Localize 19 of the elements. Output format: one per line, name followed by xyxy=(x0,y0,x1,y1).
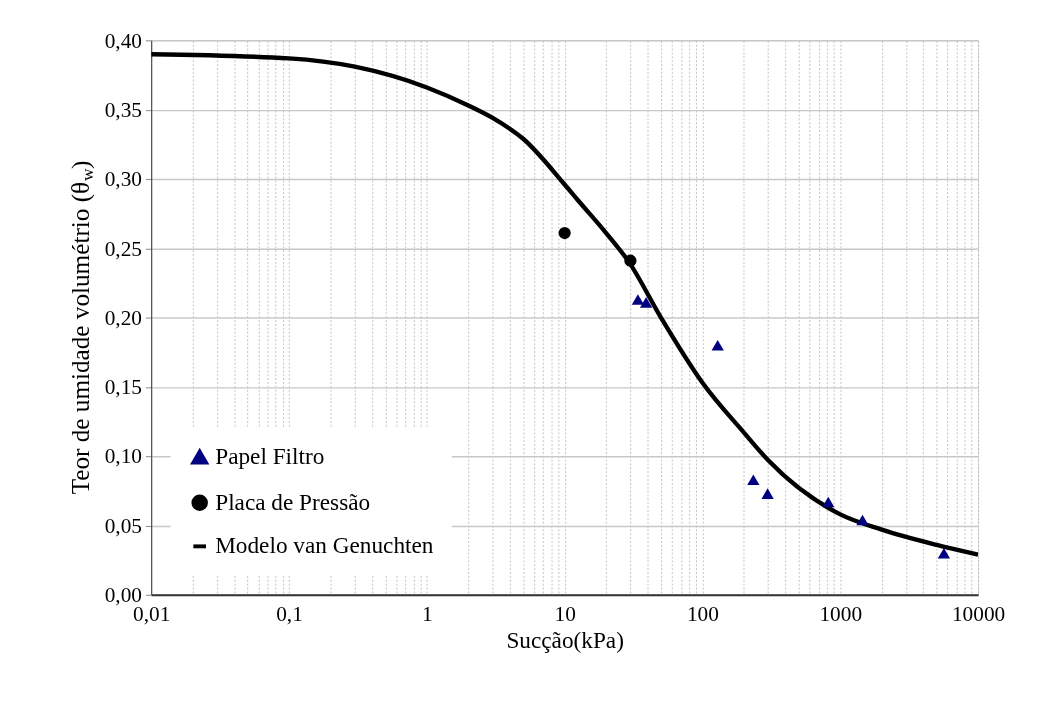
x-axis-title: Sucção(kPa) xyxy=(506,626,624,653)
y-tick-label: 0,05 xyxy=(104,513,143,538)
y-tick-label: 0,10 xyxy=(104,444,143,469)
x-tick-label: 1000 xyxy=(819,602,863,627)
legend-label: Papel Filtro xyxy=(215,442,325,469)
x-tick-label: 1 xyxy=(422,602,433,627)
y-tick-label: 0,20 xyxy=(104,305,143,330)
y-tick-label: 0,35 xyxy=(104,97,143,122)
x-tick-label: 10 xyxy=(554,602,576,627)
x-tick-label: 10000 xyxy=(951,602,1006,627)
legend-label: Modelo van Genuchten xyxy=(215,532,434,559)
x-tick-label: 100 xyxy=(686,602,719,627)
legend-label: Placa de Pressão xyxy=(215,488,371,515)
y-tick-label: 0,30 xyxy=(104,167,143,192)
y-tick-label: 0,15 xyxy=(104,375,143,400)
y-tick-label: 0,40 xyxy=(104,28,143,53)
x-tick-label: 0,1 xyxy=(276,602,303,627)
y-tick-label: 0,25 xyxy=(104,236,143,261)
y-axis-title: Teor de umidade volumétrio (θw) xyxy=(67,160,98,495)
